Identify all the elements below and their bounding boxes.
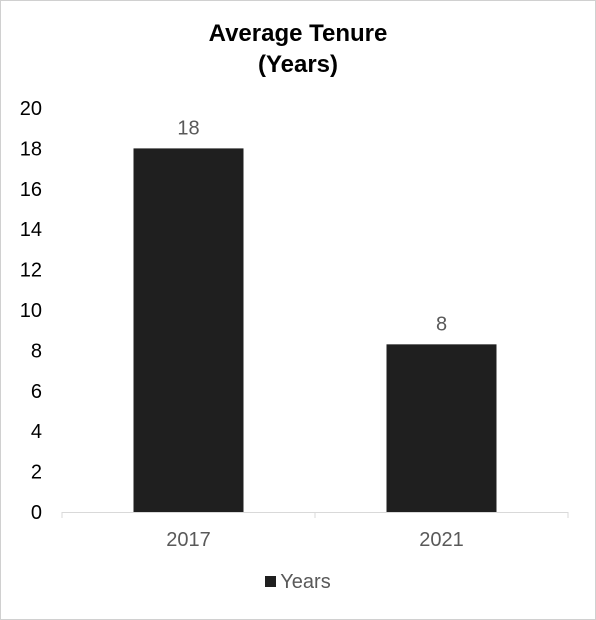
y-tick-label: 0 (31, 502, 42, 524)
y-tick-label: 4 (31, 421, 42, 443)
bar-2017 (133, 148, 244, 512)
y-tick-label: 16 (20, 179, 42, 201)
y-tick-label: 6 (31, 381, 42, 403)
legend-swatch (265, 576, 277, 587)
x-tick-label: 2017 (166, 529, 211, 551)
data-label-2021: 8 (436, 313, 447, 335)
chart-title-line-2: (Years) (257, 51, 339, 78)
x-tick-label: 2021 (419, 529, 464, 551)
y-tick-label: 2 (31, 462, 42, 484)
legend: Years (0, 571, 596, 594)
chart-title-line-1: Average Tenure (208, 20, 388, 47)
y-tick-label: 18 (20, 138, 42, 160)
y-tick-label: 8 (31, 340, 42, 362)
data-label-2017: 18 (177, 117, 199, 139)
y-tick-label: 12 (20, 260, 42, 282)
y-tick-label: 20 (20, 98, 42, 120)
bar-2021 (386, 344, 497, 512)
legend-label: Years (280, 571, 331, 593)
chart-title: Average Tenure (Years) (0, 18, 596, 80)
y-tick-label: 14 (20, 219, 42, 241)
y-tick-label: 10 (20, 300, 42, 322)
